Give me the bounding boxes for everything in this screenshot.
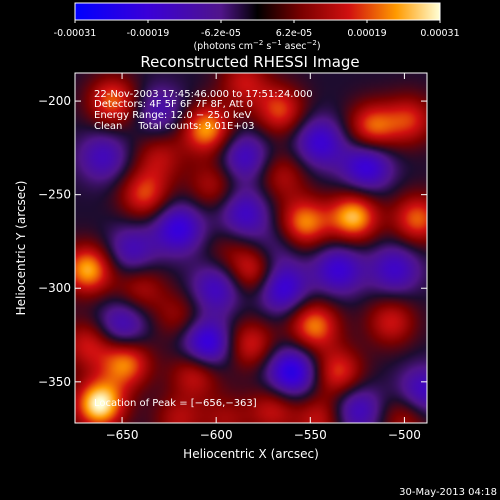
footer-date: 30-May-2013 04:18: [399, 487, 497, 498]
annotation-detectors: Detectors: 4F 5F 6F 7F 8F, Att 0: [94, 99, 253, 110]
x-tick-label: −600: [200, 428, 233, 442]
colorbar-tick-label: 0.00031: [420, 28, 459, 39]
colorbar: [74, 2, 441, 21]
colorbar-tick-label: 6.2e-05: [276, 28, 312, 39]
y-axis-label: Heliocentric Y (arcsec): [14, 181, 28, 316]
y-tick-label: −300: [38, 281, 71, 295]
y-tick-label: −350: [38, 375, 71, 389]
plot-frame: [74, 72, 428, 424]
peak-location-label: Location of Peak = [−656,−363]: [94, 398, 257, 409]
colorbar-tick-label: -6.2e-05: [201, 28, 241, 39]
heatmap-image: [75, 73, 427, 423]
colorbar-unit-label: (photons cm−2 s−1 asec−2): [193, 39, 320, 52]
annotation-energy: Energy Range: 12.0 − 25.0 keV: [94, 110, 251, 121]
x-tick-label: −500: [388, 428, 421, 442]
x-axis-label: Heliocentric X (arcsec): [183, 447, 319, 461]
colorbar-tick-label: -0.00019: [127, 28, 170, 39]
annotation-time: 22-Nov-2003 17:45:46.000 to 17:51:24.000: [94, 89, 313, 100]
colorbar-tick-label: 0.00019: [347, 28, 386, 39]
x-tick-label: −650: [106, 428, 139, 442]
colorbar-tick-label: -0.00031: [54, 28, 97, 39]
chart-title: Reconstructed RHESSI Image: [140, 53, 359, 71]
y-tick-label: −200: [38, 94, 71, 108]
y-tick-label: −250: [38, 188, 71, 202]
x-tick-label: −550: [294, 428, 327, 442]
annotation-counts: Clean Total counts: 9.01E+03: [94, 121, 254, 132]
